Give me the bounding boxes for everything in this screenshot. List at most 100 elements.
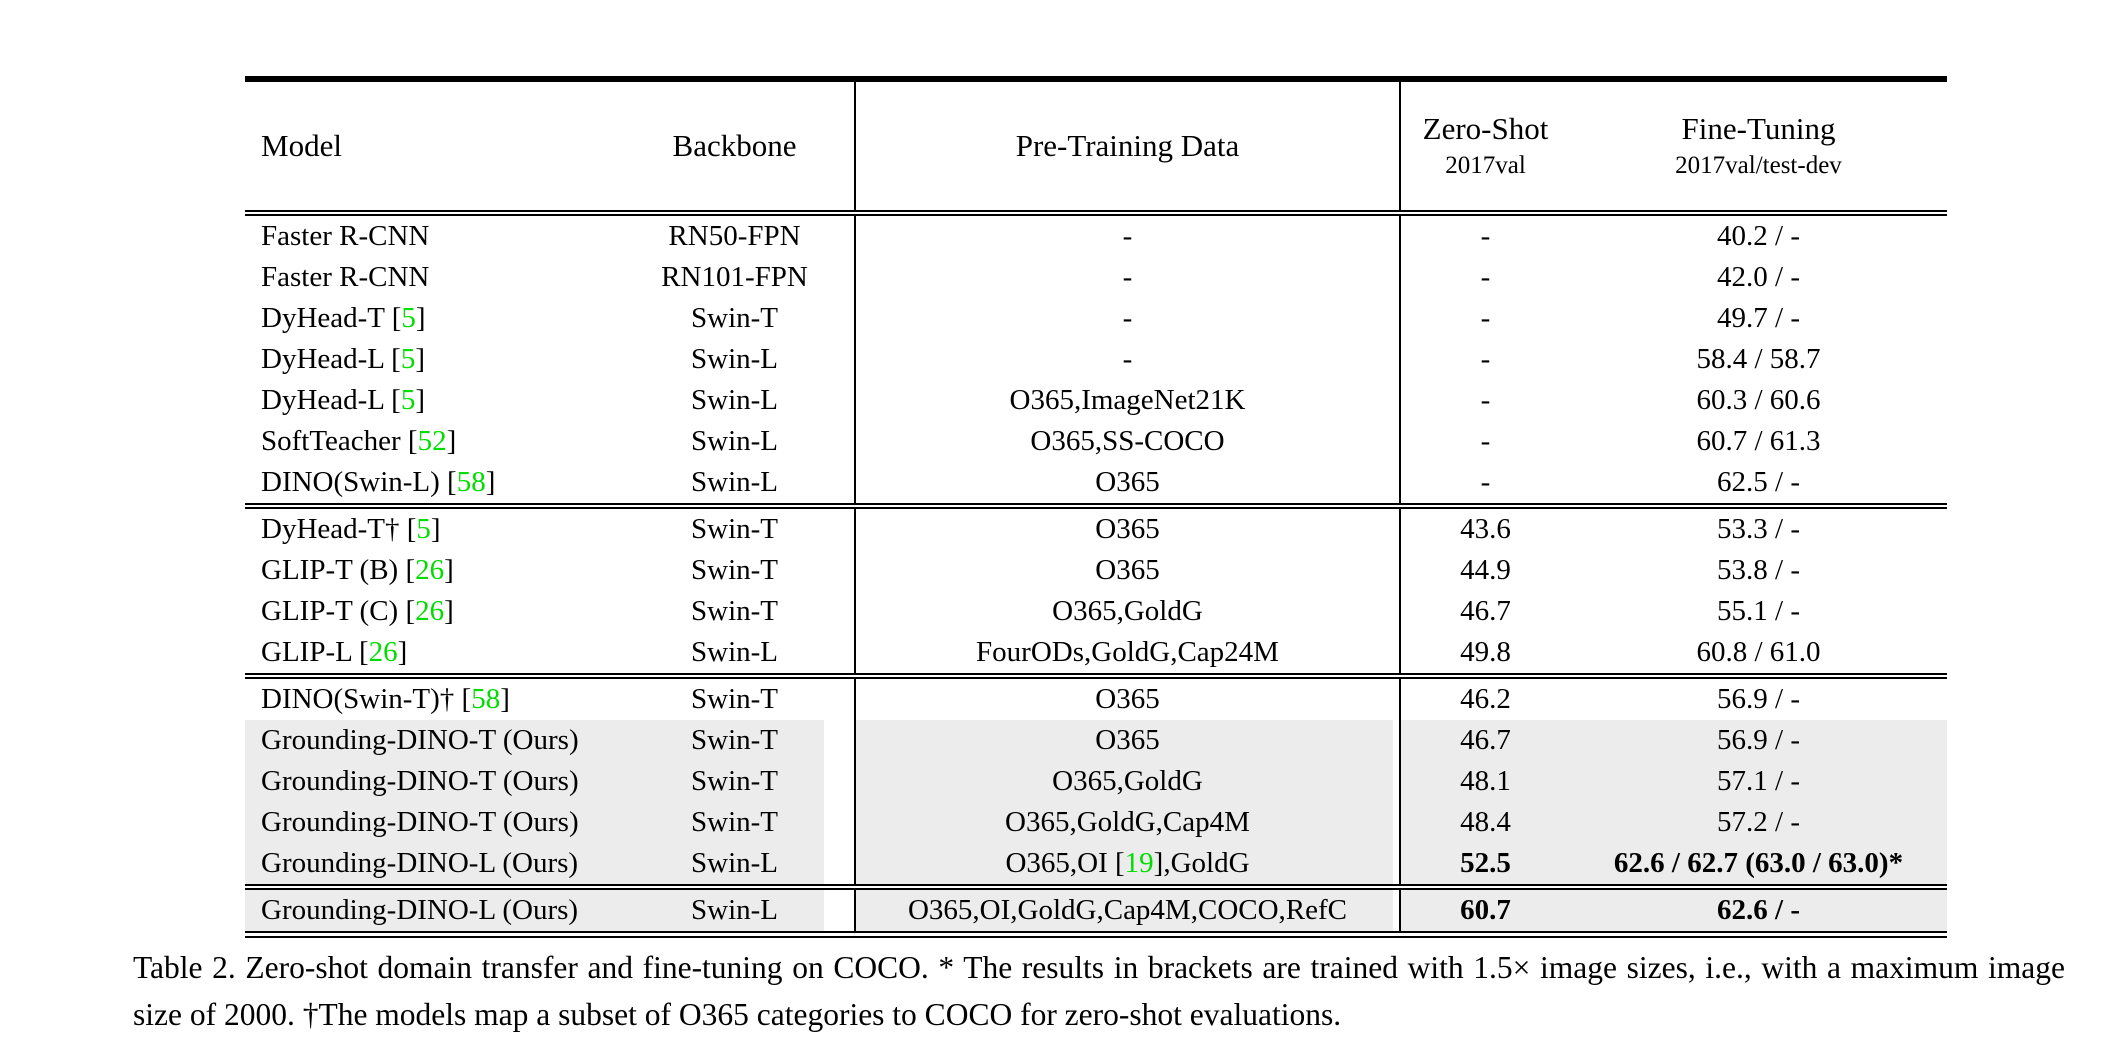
- table-section-1: Faster R-CNN RN50-FPN - -40.2 / - Faster R-C…: [245, 213, 1947, 506]
- cell-fine-tuning: 56.9 / -: [1570, 720, 1947, 761]
- cell-fine-tuning: 62.6 / -: [1570, 887, 1947, 935]
- header-pretraining-label: Pre-Training Data: [1015, 128, 1240, 163]
- cell-pretraining: O365,GoldG: [854, 761, 1400, 802]
- header-zero-shot-label: Zero-Shot: [1422, 111, 1549, 146]
- cell-model: Grounding-DINO-L (Ours): [245, 887, 615, 935]
- cell-pretraining: O365,GoldG: [854, 591, 1400, 632]
- table-row: Grounding-DINO-T (Ours) Swin-T O365,GoldG 4…: [245, 761, 1947, 802]
- cell-pretraining: O365: [854, 676, 1400, 720]
- cell-model: Faster R-CNN: [261, 261, 430, 293]
- citation-link[interactable]: 5: [416, 513, 431, 545]
- cell-zero-shot: -: [1399, 380, 1570, 421]
- cell-backbone: Swin-L: [691, 425, 778, 457]
- cell-model: DyHead-T† [5]: [261, 513, 441, 545]
- cell-zero-shot: 48.4: [1399, 802, 1570, 843]
- header-fine-tuning-subtitle: 2017val/test-dev: [1675, 152, 1842, 179]
- cell-fine-tuning: 53.8 / -: [1717, 554, 1800, 586]
- header-model: Model: [245, 79, 615, 213]
- citation-link[interactable]: 5: [401, 302, 416, 334]
- citation-link[interactable]: 5: [400, 343, 416, 375]
- cell-model: DINO(Swin-L) [58]: [261, 466, 496, 498]
- citation-link[interactable]: 26: [415, 554, 445, 586]
- header-fine-tuning-label: Fine-Tuning: [1681, 111, 1836, 146]
- cell-model: Grounding-DINO-T (Ours): [245, 761, 615, 802]
- cell-backbone: Swin-L: [615, 887, 855, 935]
- table-row: DyHead-L [5] Swin-L - - 58.4 / 58.7: [245, 339, 1947, 380]
- cell-zero-shot: 46.7: [1399, 591, 1570, 632]
- citation-link[interactable]: 58: [471, 683, 501, 715]
- cell-model: DINO(Swin-T)† [58]: [261, 683, 510, 715]
- cell-pretraining: O365,ImageNet21K: [854, 380, 1400, 421]
- cell-fine-tuning: 58.4 / 58.7: [1696, 343, 1821, 375]
- citation-link[interactable]: 58: [456, 466, 486, 498]
- cell-pretraining: O365,OI [19],GoldG: [854, 843, 1400, 887]
- citation-link[interactable]: 52: [417, 425, 447, 457]
- table-row: Faster R-CNN RN50-FPN - - 40.2 / -: [245, 213, 1947, 257]
- header-zero-shot-subtitle: 2017val: [1445, 152, 1526, 179]
- cell-backbone: Swin-L: [691, 343, 778, 375]
- citation-link[interactable]: 26: [368, 636, 398, 668]
- cell-backbone: Swin-T: [615, 802, 855, 843]
- cell-model: GLIP-T (C) [26]: [261, 595, 454, 627]
- cell-fine-tuning: 62.5 / -: [1717, 466, 1800, 498]
- table-row: Grounding-DINO-T (Ours) Swin-T O365,GoldG,…: [245, 802, 1947, 843]
- cell-pretraining: -: [854, 213, 1400, 257]
- cell-pretraining: O365: [854, 462, 1400, 506]
- citation-link[interactable]: 5: [400, 384, 416, 416]
- cell-zero-shot: 48.1: [1399, 761, 1570, 802]
- cell-model: Grounding-DINO-T (Ours): [245, 802, 615, 843]
- cell-fine-tuning: 57.1 / -: [1570, 761, 1947, 802]
- table-row: GLIP-T (C) [26] Swin-T O365,GoldG 46.7 55.1 …: [245, 591, 1947, 632]
- table-section-4: Grounding-DINO-L (Ours) Swin-L O365,OI,Gol…: [245, 887, 1947, 935]
- header-backbone-label: Backbone: [672, 128, 797, 163]
- cell-zero-shot: 44.9: [1399, 550, 1570, 591]
- cell-pretraining: O365: [854, 506, 1400, 550]
- table-row: DyHead-T [5] Swin-T - - 49.7 / -: [245, 298, 1947, 339]
- cell-fine-tuning: 53.3 / -: [1717, 513, 1800, 545]
- cell-pretraining: O365,OI,GoldG,Cap4M,COCO,RefC: [854, 887, 1400, 935]
- cell-pretraining: O365: [854, 720, 1400, 761]
- table-header: Model Backbone Pre-Training Data Zero-Sh…: [245, 79, 1947, 213]
- header-zero-shot: Zero-Shot 2017val: [1399, 79, 1570, 213]
- cell-zero-shot: 46.2: [1399, 676, 1570, 720]
- cell-model: Faster R-CNN: [261, 220, 430, 252]
- cell-fine-tuning: 55.1 / -: [1717, 595, 1800, 627]
- table-row: DyHead-L [5] Swin-L O365,ImageNet21K - 60.3 …: [245, 380, 1947, 421]
- header-model-label: Model: [261, 128, 342, 163]
- cell-model: GLIP-L [26]: [261, 636, 408, 668]
- cell-backbone: Swin-L: [691, 466, 778, 498]
- cell-backbone: Swin-T: [691, 554, 778, 586]
- table-row: Grounding-DINO-T (Ours) Swin-T O365 46.7 56.…: [245, 720, 1947, 761]
- citation-link[interactable]: 26: [415, 595, 445, 627]
- table-caption: Table 2. Zero-shot domain transfer and f…: [133, 950, 2065, 1032]
- cell-fine-tuning: 60.3 / 60.6: [1696, 384, 1821, 416]
- cell-fine-tuning: 49.7 / -: [1717, 302, 1800, 334]
- cell-zero-shot: 52.5: [1399, 843, 1570, 887]
- table-row: GLIP-L [26] Swin-L FourODs,GoldG,Cap24M 49.…: [245, 632, 1947, 676]
- table-row: Grounding-DINO-L (Ours) Swin-L O365,OI,Gol…: [245, 887, 1947, 935]
- cell-backbone: Swin-T: [691, 683, 778, 715]
- table-row: SoftTeacher [52] Swin-L O365,SS-COCO - 60.7 …: [245, 421, 1947, 462]
- cell-zero-shot: -: [1399, 257, 1570, 298]
- cell-backbone: Swin-T: [615, 761, 855, 802]
- cell-model: DyHead-L [5]: [261, 384, 426, 416]
- cell-model: DyHead-T [5]: [261, 302, 426, 334]
- cell-backbone: RN101-FPN: [661, 261, 808, 293]
- table-row: GLIP-T (B) [26] Swin-T O365 44.9 53.8 / -: [245, 550, 1947, 591]
- cell-pretraining: O365: [854, 550, 1400, 591]
- header-backbone: Backbone: [615, 79, 855, 213]
- cell-zero-shot: 60.7: [1399, 887, 1570, 935]
- cell-zero-shot: 46.7: [1399, 720, 1570, 761]
- cell-backbone: RN50-FPN: [668, 220, 801, 252]
- table-row: DyHead-T† [5] Swin-T O365 43.6 53.3 / -: [245, 506, 1947, 550]
- cell-zero-shot: 49.8: [1399, 632, 1570, 676]
- cell-backbone: Swin-T: [691, 595, 778, 627]
- table-row: DINO(Swin-T)† [58] Swin-T O365 46.2 56.9 / -: [245, 676, 1947, 720]
- citation-link[interactable]: 19: [1124, 847, 1154, 879]
- cell-model: DyHead-L [5]: [261, 343, 426, 375]
- table-section-3: DINO(Swin-T)† [58] Swin-T O365 46.2 56.9 / -…: [245, 676, 1947, 887]
- cell-fine-tuning: 62.6 / 62.7 (63.0 / 63.0)*: [1570, 843, 1947, 887]
- header-row: Model Backbone Pre-Training Data Zero-Sh…: [245, 79, 1947, 213]
- cell-backbone: Swin-T: [691, 302, 778, 334]
